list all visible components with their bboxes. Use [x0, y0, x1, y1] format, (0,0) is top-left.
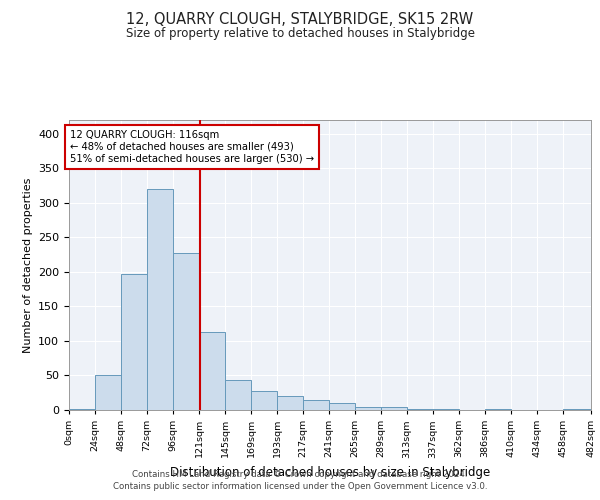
Text: Contains public sector information licensed under the Open Government Licence v3: Contains public sector information licen… [113, 482, 487, 491]
Text: 12 QUARRY CLOUGH: 116sqm
← 48% of detached houses are smaller (493)
51% of semi-: 12 QUARRY CLOUGH: 116sqm ← 48% of detach… [70, 130, 314, 164]
Bar [303, 400, 329, 410]
Bar [563, 408, 591, 410]
Bar [485, 408, 511, 410]
Bar [251, 390, 277, 410]
Bar [173, 252, 199, 410]
Bar [355, 406, 381, 410]
Bar [69, 408, 95, 410]
Text: Size of property relative to detached houses in Stalybridge: Size of property relative to detached ho… [125, 28, 475, 40]
Bar [407, 408, 433, 410]
Y-axis label: Number of detached properties: Number of detached properties [23, 178, 32, 352]
Bar [95, 376, 121, 410]
Bar [121, 274, 147, 410]
Bar [225, 380, 251, 410]
Text: 12, QUARRY CLOUGH, STALYBRIDGE, SK15 2RW: 12, QUARRY CLOUGH, STALYBRIDGE, SK15 2RW [127, 12, 473, 28]
X-axis label: Distribution of detached houses by size in Stalybridge: Distribution of detached houses by size … [170, 466, 490, 479]
Bar [147, 189, 173, 410]
Bar [277, 396, 303, 410]
Bar [433, 408, 459, 410]
Bar [329, 403, 355, 410]
Text: Contains HM Land Registry data © Crown copyright and database right 2024.: Contains HM Land Registry data © Crown c… [132, 470, 468, 479]
Bar [381, 406, 407, 410]
Bar [199, 332, 225, 410]
